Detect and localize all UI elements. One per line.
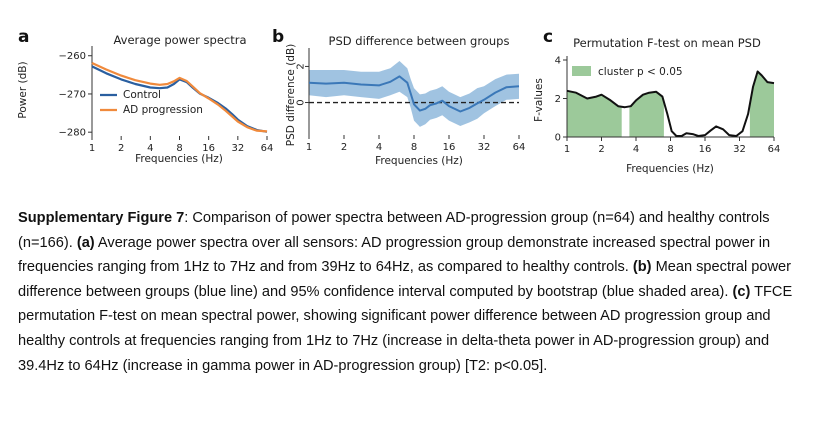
panel-b: b PSD difference between groups PSD diff… — [272, 27, 525, 167]
x-tick-label: 32 — [478, 142, 491, 153]
series-line-mean-difference — [308, 75, 520, 113]
caption-a-label: (a) — [76, 234, 95, 251]
legend-label-ad: AD progression — [123, 104, 203, 116]
y-tick-label: 4 — [555, 56, 561, 67]
panel-c-clusters — [567, 71, 774, 137]
x-tick-label: 2 — [341, 142, 347, 153]
series-line-ad-progression — [91, 61, 268, 133]
y-tick-label: −270 — [59, 89, 86, 100]
panel-b-confidence-band — [309, 61, 519, 127]
panel-a-ticks: 1 2 4 8 16 32 64 −260 −270 −280 — [59, 51, 274, 154]
panel-c-ticks: 1 2 4 8 16 32 64 0 2 4 — [555, 56, 781, 156]
x-tick-label: 1 — [89, 143, 95, 154]
panel-c-title: Permutation F-test on mean PSD — [573, 36, 761, 50]
panel-b-xlabel: Frequencies (Hz) — [375, 155, 463, 167]
legend-label-cluster: cluster p < 0.05 — [598, 66, 683, 78]
x-tick-label: 64 — [513, 142, 526, 153]
caption-b-label: (b) — [632, 259, 652, 276]
figure-caption: Supplementary Figure 7: Comparison of po… — [18, 206, 804, 378]
x-tick-label: 4 — [147, 143, 153, 154]
legend-label-control: Control — [123, 89, 161, 101]
panel-c: c Permutation F-test on mean PSD F-value… — [533, 27, 780, 175]
x-tick-label: 16 — [443, 142, 456, 153]
panel-c-series — [566, 70, 775, 137]
x-tick-label: 4 — [633, 144, 639, 155]
x-tick-label: 2 — [118, 143, 124, 154]
panel-a-series — [91, 61, 268, 133]
panel-b-ticks: 1 2 4 8 16 32 64 0 2 — [296, 63, 526, 153]
panel-b-letter: b — [272, 27, 284, 47]
cluster-area-2 — [629, 91, 664, 137]
panel-c-xlabel: Frequencies (Hz) — [626, 163, 714, 175]
panel-b-ylabel: PSD difference (dB) — [285, 44, 297, 147]
cluster-area-3 — [749, 71, 774, 137]
caption-c-text: TFCE permutation F-test on mean spectral… — [18, 283, 793, 374]
panel-a-title: Average power spectra — [113, 33, 246, 47]
x-tick-label: 8 — [411, 142, 417, 153]
y-tick-label: −260 — [59, 51, 86, 62]
legend-swatch-cluster — [572, 66, 591, 76]
x-tick-label: 1 — [564, 144, 570, 155]
y-tick-label: 0 — [296, 99, 307, 105]
x-tick-label: 32 — [733, 144, 746, 155]
x-tick-label: 1 — [306, 142, 312, 153]
x-tick-label: 64 — [768, 144, 781, 155]
x-tick-label: 16 — [202, 143, 215, 154]
y-tick-label: 2 — [555, 94, 561, 105]
panel-a-ylabel: Power (dB) — [17, 61, 29, 118]
panel-b-series — [308, 75, 520, 113]
figure-panels: a Average power spectra Power (dB) Frequ… — [17, 27, 780, 175]
panel-c-legend: cluster p < 0.05 — [572, 66, 683, 78]
caption-c-label: (c) — [732, 283, 751, 300]
panel-a: a Average power spectra Power (dB) Frequ… — [17, 27, 273, 165]
caption-fig-label: Supplementary Figure 7 — [18, 210, 185, 226]
x-tick-label: 2 — [598, 144, 604, 155]
panel-b-title: PSD difference between groups — [329, 34, 510, 48]
x-tick-label: 4 — [376, 142, 382, 153]
panel-a-letter: a — [18, 27, 29, 47]
panel-c-ylabel: F-values — [533, 78, 545, 122]
x-tick-label: 64 — [261, 143, 274, 154]
caption-b-text: Mean spectral power difference between g… — [18, 259, 792, 300]
panel-a-xlabel: Frequencies (Hz) — [135, 153, 223, 165]
cluster-area-1 — [567, 90, 622, 137]
y-tick-label: 0 — [555, 133, 561, 144]
caption-a-text: Average power spectra over all sensors: … — [18, 234, 771, 276]
y-tick-label: −280 — [59, 128, 86, 139]
series-line-f-values — [566, 70, 775, 137]
panel-c-letter: c — [543, 27, 553, 47]
panel-a-legend: Control AD progression — [100, 89, 203, 116]
series-line-control — [91, 65, 268, 133]
x-tick-label: 8 — [176, 143, 182, 154]
x-tick-label: 16 — [699, 144, 712, 155]
x-tick-label: 8 — [667, 144, 673, 155]
x-tick-label: 32 — [231, 143, 244, 154]
caption-intro: : Comparison of power spectra between AD… — [18, 210, 770, 251]
y-tick-label: 2 — [296, 63, 307, 69]
confidence-band — [309, 61, 519, 127]
